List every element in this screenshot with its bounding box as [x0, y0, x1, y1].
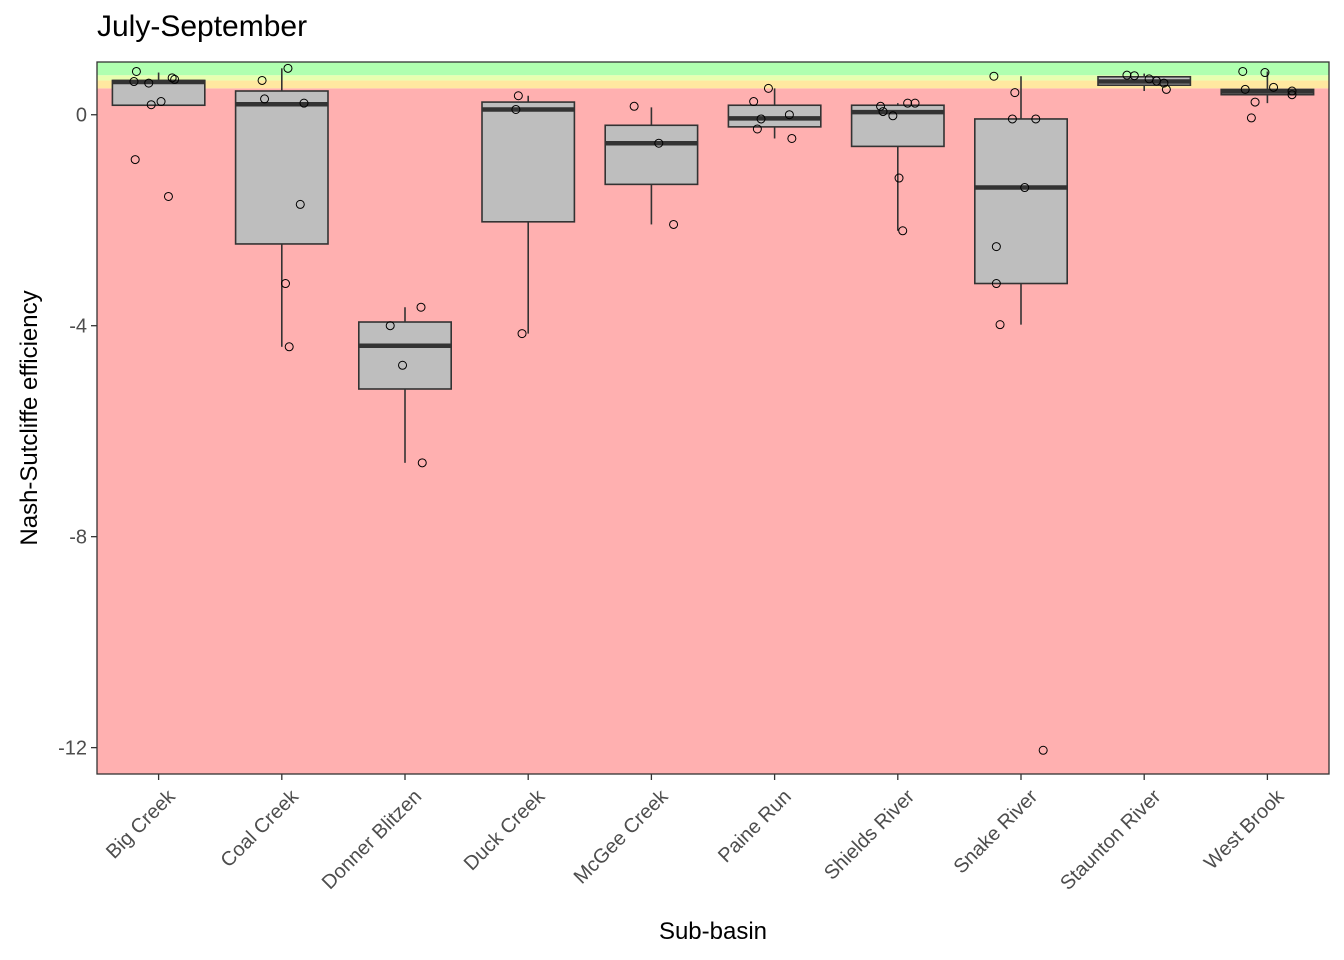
data-point — [1250, 97, 1260, 107]
data-point — [878, 107, 888, 117]
y-tick-label: 0 — [76, 105, 87, 127]
data-point — [283, 63, 293, 73]
data-point — [991, 279, 1001, 289]
x-tick-label: Coal Creek — [217, 785, 304, 872]
box — [234, 90, 329, 245]
data-point — [1152, 76, 1162, 86]
x-tick-label: Paine Run — [714, 786, 796, 868]
data-point — [513, 91, 523, 101]
x-tick-label: Donner Blitzen — [318, 786, 426, 894]
data-point — [146, 100, 156, 110]
y-axis: 0 -4 -8 -12 — [58, 105, 97, 760]
y-axis-title: Nash-Sutcliffe efficiency — [16, 290, 43, 545]
data-point — [295, 199, 305, 209]
data-point — [1287, 90, 1297, 100]
x-tick-label: Big Creek — [102, 785, 180, 863]
data-point — [260, 94, 270, 104]
background-band-1 — [97, 80, 1329, 89]
data-point — [280, 279, 290, 289]
data-point — [894, 173, 904, 183]
x-tick-label: Duck Creek — [460, 785, 550, 875]
data-point — [910, 98, 920, 108]
data-point — [517, 329, 527, 339]
box — [357, 321, 452, 390]
data-point — [398, 360, 408, 370]
y-tick-label: -12 — [58, 738, 87, 760]
box — [481, 101, 576, 223]
box — [973, 118, 1068, 285]
data-point — [170, 74, 180, 84]
chart-title: July-September — [97, 10, 308, 43]
x-tick-label: McGee Creek — [570, 785, 673, 888]
data-point — [417, 458, 427, 468]
data-point — [1038, 745, 1048, 755]
data-point — [784, 110, 794, 120]
data-point — [1007, 114, 1017, 124]
data-point — [1010, 88, 1020, 98]
data-point — [1129, 71, 1139, 81]
x-tick-label: Snake River — [950, 785, 1043, 878]
background-band-2 — [97, 75, 1329, 81]
x-axis-title: Sub-basin — [659, 918, 767, 945]
data-point — [1020, 183, 1030, 193]
data-point — [629, 101, 639, 111]
data-point — [156, 97, 166, 107]
data-point — [756, 114, 766, 124]
data-point — [129, 77, 139, 87]
whiskers — [157, 68, 1269, 463]
data-point — [1240, 84, 1250, 94]
data-point — [130, 155, 140, 165]
data-point — [898, 226, 908, 236]
data-point — [131, 66, 141, 76]
data-point — [1031, 114, 1041, 124]
data-point — [163, 191, 173, 201]
y-tick-label: -8 — [69, 527, 87, 549]
data-point — [511, 104, 521, 114]
data-point — [1238, 66, 1248, 76]
data-point — [787, 133, 797, 143]
data-point — [876, 101, 886, 111]
x-axis: Big Creek Coal Creek Donner Blitzen Duck Cr… — [102, 774, 1289, 895]
data-point — [257, 75, 267, 85]
data-point — [749, 97, 759, 107]
boxes — [111, 75, 1315, 390]
x-tick-label: Staunton River — [1056, 785, 1165, 894]
y-tick-label: -4 — [69, 316, 87, 338]
data-point — [1122, 70, 1132, 80]
data-point — [1246, 113, 1256, 123]
data-points — [129, 63, 1297, 755]
data-point — [1287, 86, 1297, 96]
data-point — [763, 83, 773, 93]
x-tick-label: Shields River — [820, 785, 919, 884]
background-band-3 — [97, 62, 1329, 76]
data-point — [888, 111, 898, 121]
data-point — [385, 321, 395, 331]
plot-panel-border — [96, 61, 1330, 775]
data-point — [144, 78, 154, 88]
data-point — [669, 219, 679, 229]
data-point — [991, 242, 1001, 252]
data-point — [1161, 84, 1171, 94]
data-point — [299, 98, 309, 108]
data-point — [1260, 68, 1270, 78]
data-point — [654, 138, 664, 148]
data-point — [1269, 82, 1279, 92]
data-point — [167, 73, 177, 83]
data-point — [284, 342, 294, 352]
data-point — [989, 71, 999, 81]
data-point — [752, 124, 762, 134]
box — [727, 104, 822, 128]
data-point — [995, 320, 1005, 330]
box — [604, 124, 699, 186]
data-point — [903, 98, 913, 108]
x-tick-label: West Brook — [1200, 785, 1289, 874]
box — [111, 79, 206, 107]
data-point — [416, 302, 426, 312]
